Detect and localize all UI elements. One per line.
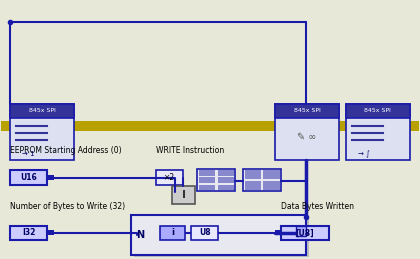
Bar (218, 170, 234, 176)
Text: U16: U16 (20, 173, 37, 182)
FancyBboxPatch shape (197, 169, 235, 191)
Bar (346, 104, 410, 118)
Text: U8: U8 (199, 228, 210, 237)
Text: EEPROM Starting Address (0): EEPROM Starting Address (0) (10, 146, 121, 155)
Text: [U8]: [U8] (296, 228, 314, 238)
Text: I32: I32 (22, 228, 35, 238)
Text: Number of Bytes to Write (32): Number of Bytes to Write (32) (10, 203, 125, 212)
Text: Data Bytes Written: Data Bytes Written (281, 203, 354, 212)
Bar (296, 226, 306, 236)
Text: 845x SPI: 845x SPI (294, 108, 320, 113)
FancyBboxPatch shape (10, 104, 74, 160)
FancyBboxPatch shape (281, 226, 329, 240)
Bar (47, 230, 53, 235)
Bar (218, 177, 234, 183)
Bar (10, 104, 74, 118)
Bar (263, 170, 280, 179)
Bar (199, 184, 215, 190)
Bar (244, 181, 261, 190)
Text: → ∫: → ∫ (358, 150, 370, 157)
FancyBboxPatch shape (346, 104, 410, 160)
Bar (1, 120, 419, 131)
Text: i: i (171, 228, 174, 237)
Bar (199, 177, 215, 183)
Bar (199, 170, 215, 176)
FancyBboxPatch shape (134, 217, 309, 257)
FancyBboxPatch shape (160, 226, 185, 240)
Text: 845x SPI: 845x SPI (29, 108, 55, 113)
FancyBboxPatch shape (10, 226, 47, 240)
Text: N: N (136, 230, 144, 240)
Text: 845x SPI: 845x SPI (365, 108, 391, 113)
FancyBboxPatch shape (275, 104, 339, 160)
Text: I: I (182, 190, 186, 200)
FancyBboxPatch shape (10, 170, 47, 185)
FancyBboxPatch shape (191, 226, 218, 240)
Text: WRITE Instruction: WRITE Instruction (156, 146, 224, 155)
FancyBboxPatch shape (173, 186, 195, 204)
Text: ×2: ×2 (164, 173, 175, 182)
Bar (244, 170, 261, 179)
Bar (263, 181, 280, 190)
FancyBboxPatch shape (156, 170, 183, 185)
Bar (275, 104, 339, 118)
FancyBboxPatch shape (131, 215, 306, 255)
Bar (47, 175, 53, 180)
FancyBboxPatch shape (243, 169, 281, 191)
Bar (218, 184, 234, 190)
Text: ✎ ∞: ✎ ∞ (297, 132, 317, 142)
Text: → 1: → 1 (22, 151, 35, 157)
Bar (275, 230, 281, 235)
